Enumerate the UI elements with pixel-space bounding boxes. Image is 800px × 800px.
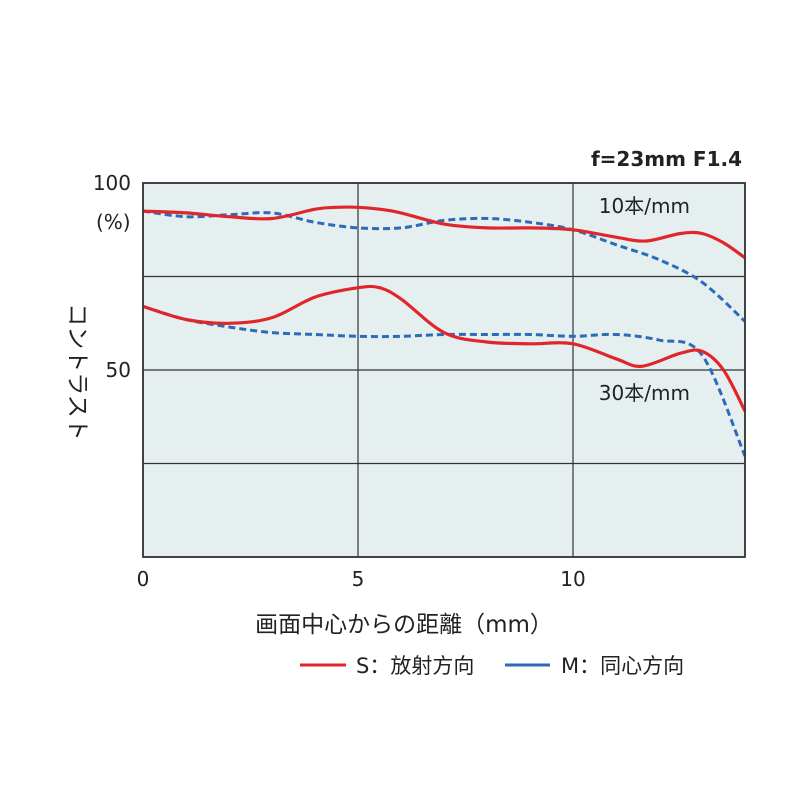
series-line-s-30 <box>142 284 747 412</box>
series-lines <box>142 205 747 457</box>
series-line-s-10 <box>142 205 746 260</box>
x-tick-label: 0 <box>137 567 150 591</box>
annotations: 10本/mm 30本/mm <box>599 194 690 405</box>
tick-labels: 0 5 10 50 100 <box>93 171 586 591</box>
chart-title: f=23mm F1.4 <box>591 147 742 171</box>
legend-label-s: S：放射方向 <box>356 654 474 678</box>
y-axis-label: コントラスト <box>64 303 90 441</box>
series-line-m-30 <box>142 304 747 457</box>
annotation-30-lines-per-mm: 30本/mm <box>599 381 690 405</box>
series-line-m-10 <box>142 209 747 323</box>
x-tick-label: 10 <box>560 567 585 591</box>
annotation-10-lines-per-mm: 10本/mm <box>599 194 690 218</box>
y-tick-label: 100 <box>93 171 131 195</box>
x-tick-label: 5 <box>352 567 365 591</box>
x-axis-label: 画面中心からの距離（mm） <box>255 612 553 638</box>
plot-border <box>142 182 746 558</box>
y-unit-label: (%) <box>96 210 131 234</box>
grid-lines <box>143 183 745 557</box>
legend-label-m: M：同心方向 <box>561 654 684 678</box>
y-tick-label: 50 <box>106 358 131 382</box>
legend: S：放射方向 M：同心方向 <box>300 654 684 678</box>
